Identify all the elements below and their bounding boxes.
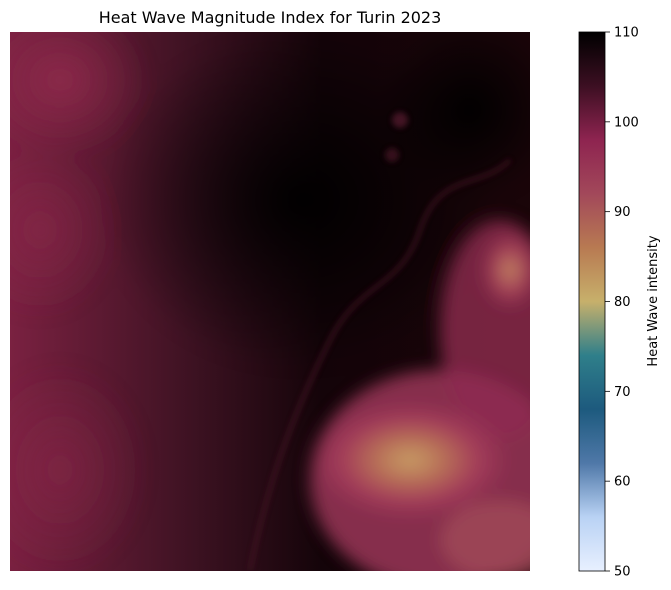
colorbar-gradient: [578, 31, 606, 572]
colorbar-tick-label: 100: [614, 115, 639, 130]
colorbar-tick-label: 80: [614, 295, 631, 310]
colorbar-tick-label: 50: [614, 565, 631, 580]
colorbar-tick-label: 60: [614, 475, 631, 490]
colorbar-tick-label: 70: [614, 385, 631, 400]
colorbar-label: Heat Wave intensity: [646, 235, 661, 366]
heatmap-field: [10, 32, 530, 571]
colorbar-tick-label: 110: [614, 26, 639, 41]
colorbar: 50 60 70 80 90 100 110 Heat Wave intensity: [578, 26, 661, 580]
colorbar-ticks: 50 60 70 80 90 100 110: [605, 26, 639, 580]
chart-title: Heat Wave Magnitude Index for Turin 2023: [99, 8, 442, 27]
colorbar-tick-label: 90: [614, 205, 631, 220]
